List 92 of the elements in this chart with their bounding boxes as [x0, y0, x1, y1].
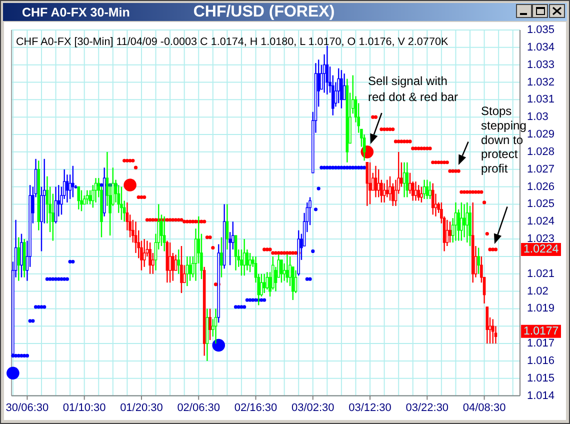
annotation: Sell signal with red dot & red bar	[368, 74, 458, 104]
candlestick	[17, 236, 20, 282]
candlestick	[168, 242, 172, 284]
y-tick-label: 1.031	[527, 94, 555, 106]
y-tick-label: 1.016	[527, 354, 555, 367]
annotation: 1.0224	[524, 243, 560, 256]
x-tick-label: 03/12:30	[348, 402, 392, 414]
y-tick-label: 1.032	[527, 76, 555, 88]
candlestick	[366, 162, 369, 207]
candlestick	[228, 231, 232, 266]
y-tick-label: 1.026	[527, 180, 555, 193]
annotation: 1.0177	[524, 325, 559, 338]
candlestick	[88, 190, 92, 205]
y-tick-label: 1.014	[527, 390, 555, 402]
x-tick-label: 03/02:30	[291, 402, 334, 414]
x-tick-label: 02/06:30	[177, 402, 220, 414]
candlestick	[326, 45, 329, 96]
candlestick	[260, 273, 263, 298]
y-tick-label: 1.028	[527, 146, 555, 158]
candlestick	[148, 242, 152, 274]
candlestick	[77, 186, 80, 210]
text: CHF A0-FX 30-Min	[22, 6, 130, 20]
candlestick	[426, 179, 429, 200]
x-tick-label: 30/06:30	[6, 402, 49, 414]
text: CHF A0-FX [30-Min] 11/04/09 -0.0003 C 1.0174, H 1.0180, L 1.0170, O 1.0176, V 2.0770K	[16, 36, 449, 48]
candlestick	[86, 190, 89, 205]
candlestick	[420, 186, 423, 204]
candlestick	[454, 202, 458, 242]
annotation: Stops stepping down to protect profit	[481, 104, 526, 176]
candlestick	[248, 252, 252, 273]
y-tick-label: 1.033	[527, 58, 555, 71]
candlestick	[177, 248, 180, 274]
candlestick	[54, 186, 58, 224]
x-tick-label: 04/08:30	[462, 402, 506, 414]
candlestick	[431, 182, 434, 216]
candlestick	[186, 256, 189, 287]
chart-title: CHF/USD (FOREX)	[193, 4, 335, 20]
candlestick	[382, 182, 386, 204]
y-tick-label: 1.023	[527, 233, 555, 246]
y-tick-label: 1.02	[527, 285, 548, 298]
y-tick-label: 1.015	[527, 372, 555, 384]
candlestick	[180, 245, 183, 294]
candlestick	[400, 162, 403, 188]
candlestick	[234, 234, 238, 271]
y-tick-label: 1.025	[527, 198, 555, 210]
candlestick	[491, 318, 494, 344]
y-tick-label: 1.027	[527, 163, 555, 176]
y-tick-label: 1.017	[527, 338, 555, 350]
candlestick	[220, 236, 223, 278]
candlestick	[120, 186, 123, 220]
candlestick	[72, 165, 74, 198]
candlestick	[66, 174, 69, 204]
candlestick	[414, 180, 418, 202]
candlestick	[242, 238, 246, 276]
candlestick	[172, 252, 174, 282]
candlestick	[388, 176, 392, 202]
candlestick	[428, 180, 432, 200]
candlestick	[448, 221, 452, 244]
candlestick	[466, 202, 469, 244]
x-tick-label: 01/10:30	[62, 402, 106, 414]
candlestick	[408, 172, 412, 194]
y-tick-label: 1.021	[527, 268, 555, 280]
y-tick-label: 1.034	[527, 41, 555, 54]
candlestick	[80, 190, 83, 212]
y-tick-label: 1.024	[527, 216, 555, 228]
candlestick	[208, 308, 212, 341]
y-tick-label: 1.019	[527, 302, 555, 315]
candlestick	[477, 247, 480, 274]
candlestick	[417, 184, 420, 202]
y-tick-label: 1.035	[527, 24, 555, 36]
x-tick-label: 03/22:30	[406, 402, 449, 414]
candlestick	[262, 273, 266, 294]
candlestick	[406, 162, 409, 198]
candlestick	[226, 204, 229, 250]
candlestick	[468, 205, 472, 247]
candlestick	[182, 264, 186, 284]
x-tick-label: 02/16:30	[234, 402, 278, 414]
candlestick	[280, 259, 283, 284]
candlestick	[134, 221, 138, 254]
candlestick	[20, 233, 23, 278]
candlestick	[368, 162, 372, 205]
candlestick	[377, 168, 380, 198]
candlestick	[337, 68, 340, 104]
candlestick	[486, 306, 489, 344]
candlestick	[142, 238, 146, 268]
y-tick-label: 1.029	[527, 128, 555, 141]
candlestick	[446, 219, 449, 247]
candlestick	[340, 69, 343, 109]
x-tick-label: 01/20:30	[120, 402, 163, 414]
y-tick-label: 1.03	[527, 111, 548, 124]
candlestick	[374, 165, 378, 198]
candlestick	[460, 202, 463, 242]
